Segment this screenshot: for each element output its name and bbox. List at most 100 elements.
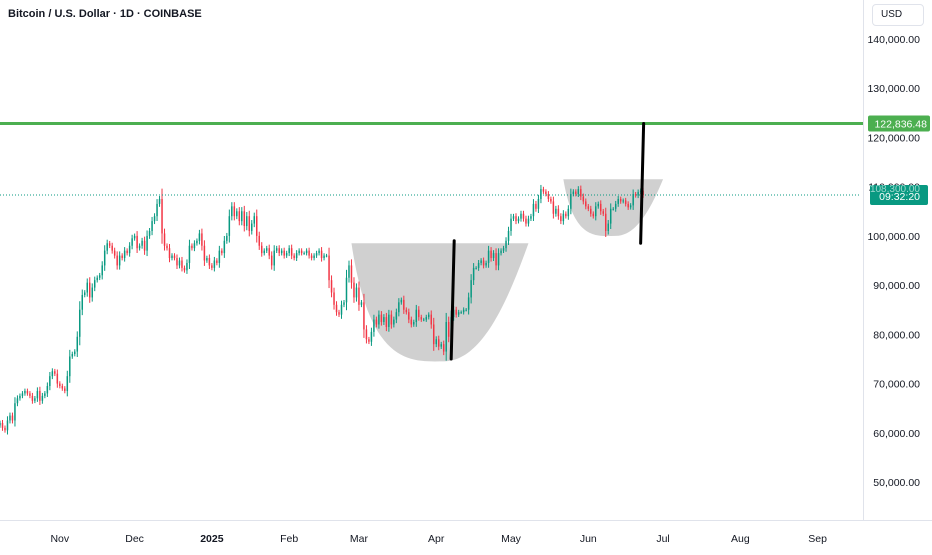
candle-up xyxy=(101,265,103,276)
candle-up xyxy=(74,351,76,355)
candle-up xyxy=(265,248,268,251)
candle-down xyxy=(338,312,340,315)
cup-depth-line xyxy=(449,239,456,361)
candle-down xyxy=(221,250,223,254)
candle-down xyxy=(358,287,360,305)
candle-up xyxy=(507,230,510,241)
candle-up xyxy=(540,189,542,199)
candle-down xyxy=(368,339,370,342)
candle-up xyxy=(9,415,11,421)
candle-down xyxy=(515,216,517,222)
candle-down xyxy=(4,427,6,431)
candle-down xyxy=(308,250,310,256)
candle-down xyxy=(363,302,365,330)
x-tick-label: Jul xyxy=(656,533,669,545)
candle-up xyxy=(46,386,49,394)
candle-up xyxy=(445,322,447,352)
candle-up xyxy=(303,253,305,255)
candle-down xyxy=(585,201,587,207)
candle-up xyxy=(275,248,278,251)
candle-up xyxy=(629,205,632,208)
candle-up xyxy=(84,292,86,295)
candle-down xyxy=(191,245,193,249)
candle-up xyxy=(435,339,437,345)
candle-up xyxy=(510,218,512,231)
candle-down xyxy=(437,339,440,347)
candle-down xyxy=(113,250,116,256)
candle-down xyxy=(61,386,64,389)
candle-up xyxy=(393,319,395,325)
candle-down xyxy=(121,255,123,259)
currency-selector-button[interactable]: USD xyxy=(872,4,924,26)
candle-down xyxy=(545,191,547,195)
candle-up xyxy=(131,238,133,246)
candle-up xyxy=(530,216,532,219)
candle-up xyxy=(343,302,345,305)
candle-down xyxy=(176,258,178,266)
candle-down xyxy=(353,282,355,298)
candle-down xyxy=(542,189,545,192)
candle-up xyxy=(186,262,188,271)
candle-down xyxy=(143,240,146,251)
candle-up xyxy=(0,422,1,426)
candle-down xyxy=(166,245,168,249)
candle-up xyxy=(246,216,248,227)
x-tick-label: Apr xyxy=(428,533,445,545)
x-tick-label: Dec xyxy=(125,533,144,545)
candle-down xyxy=(54,371,56,374)
x-tick-label: Jun xyxy=(580,533,597,545)
candle-up xyxy=(106,243,108,251)
candle-down xyxy=(328,255,330,281)
candle-up xyxy=(348,265,350,278)
candle-down xyxy=(243,211,246,227)
candle-up xyxy=(398,302,400,313)
candle-up xyxy=(423,319,425,321)
candle-up xyxy=(231,206,233,217)
candle-up xyxy=(146,235,148,251)
candle-down xyxy=(410,319,413,325)
candle-down xyxy=(161,198,163,234)
candle-up xyxy=(612,208,614,210)
candle-down xyxy=(64,388,66,391)
candle-up xyxy=(502,248,505,251)
candle-down xyxy=(365,329,368,340)
candle-down xyxy=(39,390,41,401)
last-price-label: 108,300.00 xyxy=(870,184,920,195)
candle-up xyxy=(226,235,228,241)
candle-down xyxy=(56,373,59,384)
candle-down xyxy=(442,344,445,352)
candle-down xyxy=(111,245,113,251)
candle-down xyxy=(350,265,353,283)
candle-up xyxy=(395,312,398,320)
x-tick-label: Aug xyxy=(731,533,750,545)
candle-up xyxy=(520,213,522,219)
x-tick-label: 2025 xyxy=(200,533,224,545)
candle-up xyxy=(325,255,328,257)
candle-down xyxy=(560,216,562,222)
resistance-price-badge xyxy=(868,115,930,132)
candle-up xyxy=(91,287,93,298)
candle-up xyxy=(253,216,256,224)
y-tick-label: 140,000.00 xyxy=(867,34,920,46)
candle-up xyxy=(460,312,462,314)
candle-up xyxy=(472,267,475,281)
candle-up xyxy=(206,258,208,261)
candle-down xyxy=(330,280,333,293)
candle-down xyxy=(420,317,423,320)
candle-down xyxy=(173,255,176,259)
candle-down xyxy=(592,213,595,217)
candle-up xyxy=(263,250,265,254)
candle-up xyxy=(49,376,51,387)
candle-down xyxy=(116,255,118,266)
price-countdown-label: 09:32:20 xyxy=(879,191,920,203)
candle-down xyxy=(600,203,602,212)
candle-up xyxy=(597,203,600,207)
candle-up xyxy=(198,233,201,241)
candle-up xyxy=(41,395,44,401)
candle-up xyxy=(188,245,191,263)
candle-up xyxy=(609,208,612,224)
candle-up xyxy=(218,250,221,263)
candle-up xyxy=(313,255,315,259)
